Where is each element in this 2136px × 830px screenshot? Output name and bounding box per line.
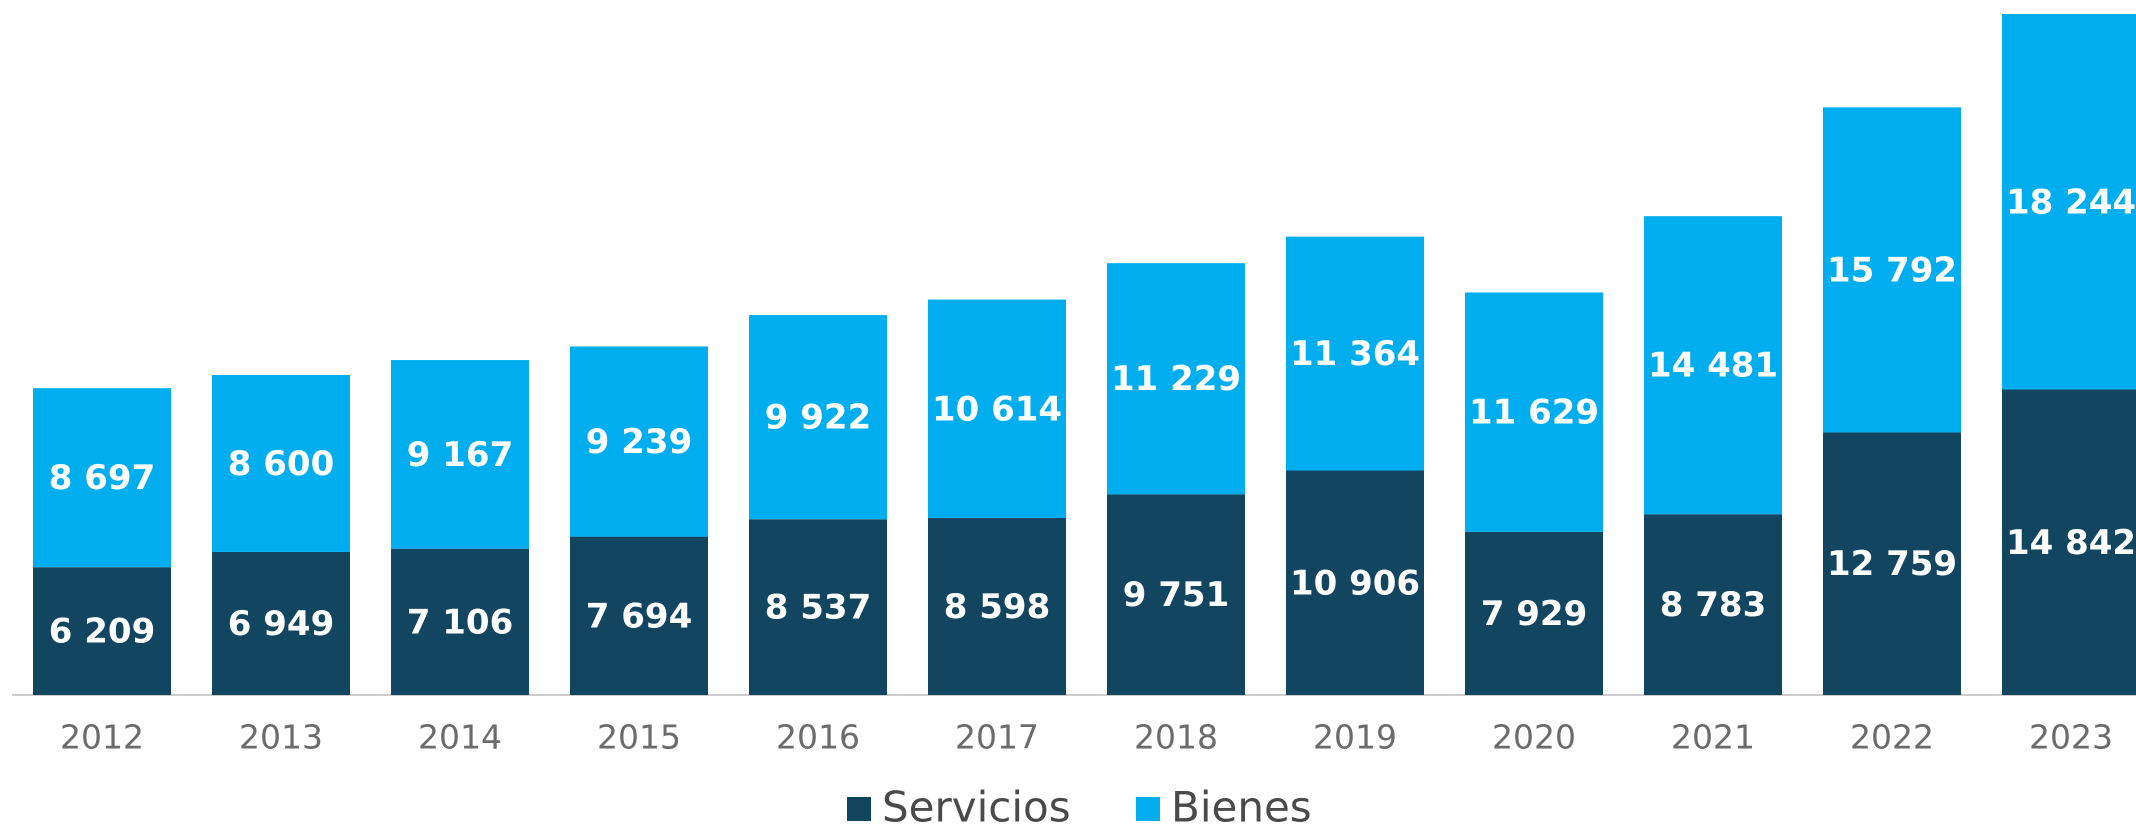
bar-segment [1644, 216, 1782, 515]
value-label: 7 694 [586, 596, 692, 636]
value-label: 8 598 [944, 587, 1050, 627]
x-tick-label: 2016 [776, 718, 860, 757]
value-label: 9 922 [765, 398, 871, 438]
bar-segment [1286, 470, 1424, 695]
value-label: 8 600 [228, 444, 334, 484]
legend-swatch [847, 797, 871, 821]
bar-segment [749, 315, 887, 520]
value-label: 14 481 [1648, 346, 1778, 386]
bar-segment [2002, 389, 2136, 695]
x-tick-label: 2018 [1134, 718, 1218, 757]
value-label: 9 167 [407, 435, 513, 475]
bar-segment [212, 551, 350, 695]
x-tick-label: 2023 [2029, 718, 2113, 757]
bar-segment [749, 519, 887, 695]
x-tick-label: 2017 [955, 718, 1039, 757]
value-label: 7 106 [407, 602, 513, 642]
value-label: 6 209 [49, 612, 155, 652]
x-tick-label: 2022 [1850, 718, 1934, 757]
bar-segment [391, 360, 529, 549]
legend-swatch [1136, 797, 1160, 821]
value-label: 9 239 [586, 422, 692, 462]
bar-segment [2002, 14, 2136, 390]
x-tick-label: 2014 [418, 718, 502, 757]
bar-segment [391, 548, 529, 695]
value-label: 18 244 [2006, 182, 2136, 222]
value-label: 8 697 [49, 458, 155, 498]
legend-label: Bienes [1171, 783, 1312, 830]
value-label: 15 792 [1827, 250, 1957, 290]
bar-segment [1107, 494, 1245, 695]
value-label: 11 629 [1469, 393, 1599, 433]
value-label: 11 364 [1290, 334, 1420, 374]
bar-segment [570, 536, 708, 695]
x-tick-label: 2020 [1492, 718, 1576, 757]
bar-segment [212, 374, 350, 552]
x-tick-label: 2013 [239, 718, 323, 757]
bar-segment [1823, 432, 1961, 695]
bar-segment [570, 346, 708, 537]
value-label: 9 751 [1123, 575, 1229, 615]
value-label: 6 949 [228, 604, 334, 644]
bar-segment [1286, 236, 1424, 471]
bar-segment [1823, 107, 1961, 433]
bar-segment [1465, 292, 1603, 532]
value-label: 7 929 [1481, 594, 1587, 634]
value-label: 8 537 [765, 588, 871, 628]
bar-segment [33, 567, 171, 695]
value-label: 14 842 [2006, 523, 2136, 563]
bar-segment [33, 388, 171, 568]
bar-segment [1644, 514, 1782, 695]
value-label: 10 614 [932, 389, 1062, 429]
x-tick-label: 2019 [1313, 718, 1397, 757]
value-label: 10 906 [1290, 563, 1420, 603]
bar-segment [928, 299, 1066, 519]
value-label: 11 229 [1111, 359, 1241, 399]
x-tick-label: 2012 [60, 718, 144, 757]
legend-label: Servicios [882, 783, 1071, 830]
value-label: 12 759 [1827, 544, 1957, 584]
x-tick-label: 2015 [597, 718, 681, 757]
x-tick-label: 2021 [1671, 718, 1755, 757]
bar-segment [1465, 531, 1603, 695]
value-label: 8 783 [1660, 585, 1766, 625]
bar-segment [928, 518, 1066, 695]
bar-segment [1107, 263, 1245, 495]
